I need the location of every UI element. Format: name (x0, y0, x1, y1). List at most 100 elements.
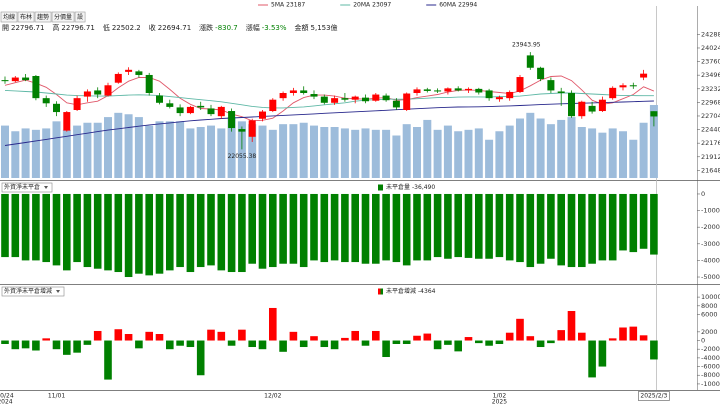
bar (1, 193, 9, 258)
bar (619, 327, 627, 341)
bar (588, 193, 596, 264)
tab[interactable]: 趨勢 (34, 11, 52, 23)
panel-selector[interactable] (1, 182, 53, 193)
candle-body (42, 98, 50, 104)
candle-body (217, 106, 225, 117)
candle-body (320, 96, 328, 103)
ma-line (4, 75, 655, 122)
tab[interactable]: 均線 (0, 11, 18, 23)
bar (32, 340, 40, 351)
legend-name: 5MA (271, 2, 285, 9)
candle-body (114, 73, 122, 83)
legend-value: 23187 (286, 2, 305, 9)
volume-bar (237, 121, 246, 178)
candle-body (341, 98, 349, 100)
volume-bar (310, 125, 318, 178)
panel-selector[interactable] (1, 286, 65, 297)
tab-label: 布林 (20, 13, 32, 21)
volume-bar (536, 118, 545, 178)
volume-bar (31, 129, 40, 178)
bar (207, 329, 215, 341)
bar (166, 340, 174, 350)
bar (124, 334, 133, 341)
candle-body (578, 101, 586, 117)
bar (21, 193, 30, 261)
volume-bar (176, 121, 185, 178)
bar (444, 193, 452, 259)
bar (454, 193, 462, 258)
bar (238, 193, 246, 273)
tab-box (17, 11, 35, 23)
tab[interactable]: 布林 (17, 11, 35, 23)
tab-label: 分價量 (54, 13, 72, 21)
candle-body (186, 106, 194, 114)
info-line: 開 22796.71 高 22796.71 低 22502.2 收 22694.71 漲跌 -83… (2, 23, 338, 32)
candle-body (598, 99, 606, 112)
legend-value: 23097 (372, 2, 391, 9)
legend-name: 未平倉增減 (386, 287, 416, 295)
legend-value: 22994 (458, 2, 477, 9)
volume-bar (454, 131, 463, 178)
bar (382, 340, 390, 358)
bar (124, 193, 133, 278)
tab[interactable]: 設 (74, 11, 86, 23)
bar (258, 193, 267, 269)
candle-body (11, 77, 19, 82)
volume-bar (279, 124, 288, 178)
volume-bar (423, 119, 432, 178)
candle-body (279, 93, 287, 99)
candle-body (372, 94, 380, 101)
bar (578, 332, 586, 341)
bar (608, 193, 617, 261)
candle-body (495, 97, 503, 100)
info-label: 收 (149, 23, 156, 32)
bar (505, 332, 514, 341)
bar (351, 193, 359, 263)
panel-title: 外資淨未平倉增減 (4, 287, 52, 295)
bar (598, 193, 607, 261)
bar (32, 193, 40, 261)
bar (279, 340, 287, 352)
info-value: 22796.71 (11, 24, 44, 32)
bar (11, 340, 20, 350)
bar (392, 193, 401, 263)
bar (196, 193, 205, 268)
panel-title: 外資淨未平倉 (4, 183, 40, 191)
volume-bar (83, 122, 92, 178)
candle-body (310, 94, 318, 97)
volume-bar (207, 125, 215, 178)
y-tick-label: -8000 (701, 371, 720, 379)
volume-bar (93, 122, 102, 178)
tab-box (51, 11, 75, 23)
volume-bar (433, 129, 442, 178)
bar (650, 340, 658, 360)
bar (258, 340, 267, 350)
info-value: 22502.2 (112, 24, 141, 32)
bar (444, 340, 452, 345)
y-tick-label: -6000 (701, 363, 720, 371)
candle-body (547, 80, 555, 91)
axes (697, 34, 700, 385)
candle-body (537, 67, 545, 80)
candle-body (609, 87, 617, 99)
x-tick-label: 11/01 (48, 393, 65, 400)
tab-box (0, 11, 18, 23)
bar (299, 340, 308, 348)
tab-label: 趨勢 (37, 13, 49, 21)
info-value: 5,153億 (311, 23, 338, 32)
volume-bar (268, 129, 277, 178)
bar (475, 193, 483, 259)
tab[interactable]: 分價量 (51, 11, 75, 23)
bar (269, 193, 277, 268)
y-tick-label: 6000 (701, 310, 718, 318)
bar (186, 193, 195, 273)
bar (516, 318, 524, 341)
bar (567, 193, 576, 268)
bar (52, 193, 61, 266)
volume-bar (73, 125, 82, 178)
bar (475, 340, 483, 344)
y-tick-label: -10000 (701, 207, 720, 215)
tab-label: 設 (77, 13, 83, 21)
bar (269, 307, 277, 341)
